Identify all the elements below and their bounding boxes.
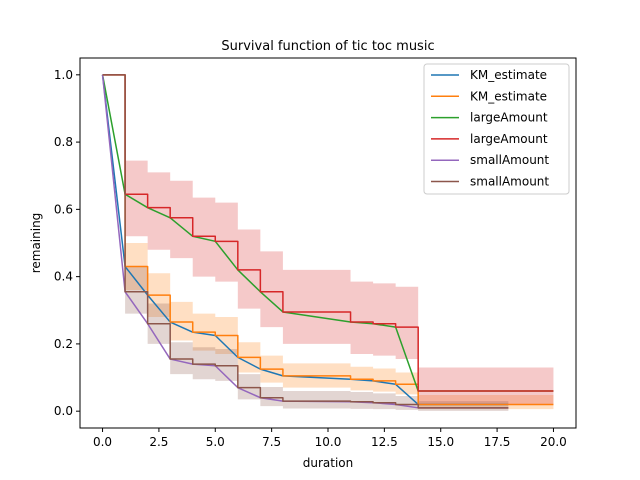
x-axis-ticks: 0.0 2.5 5.0 7.5 10.0 12.5 15.0 17.5 20.0 [93,428,567,449]
series-line-2 [101,74,554,392]
legend-label-1: KM_estimate [470,89,547,103]
y-tick-label: 0.6 [54,202,73,216]
x-tick-label: 5.0 [206,435,225,449]
legend-label-0: KM_estimate [470,68,547,82]
legend: KM_estimate KM_estimate largeAmount largeAm… [423,63,570,195]
x-tick-label: 15.0 [427,435,454,449]
y-tick-label: 1.0 [54,68,73,82]
x-tick-label: 0.0 [93,435,112,449]
y-tick-label: 0.8 [54,135,73,149]
legend-label-2: largeAmount [470,111,548,125]
x-tick-label: 20.0 [540,435,567,449]
legend-label-5: smallAmount [470,175,549,189]
confidence-bands [102,74,554,411]
legend-label-4: smallAmount [470,153,549,167]
x-tick-label: 12.5 [371,435,398,449]
x-tick-label: 17.5 [484,435,511,449]
x-axis-label: duration [303,456,354,470]
y-tick-label: 0.2 [54,337,73,351]
y-tick-label: 0.0 [54,404,73,418]
chart-title: Survival function of tic toc music [221,39,434,54]
series-line-0 [101,74,509,406]
series-line-5 [102,74,509,409]
confidence-band-1 [102,74,554,410]
x-tick-label: 7.5 [262,435,281,449]
confidence-band-3 [102,74,554,405]
legend-label-3: largeAmount [470,132,548,146]
y-axis-ticks: 0.0 0.2 0.4 0.6 0.8 1.0 [54,68,80,418]
legend-box [423,63,570,195]
y-axis-label: remaining [29,213,43,274]
x-tick-label: 10.0 [315,435,342,449]
x-tick-label: 2.5 [149,435,168,449]
series-line-3 [102,74,554,392]
y-tick-label: 0.4 [54,270,73,284]
series-lines [101,74,554,409]
series-line-1 [102,74,554,406]
series-line-4 [101,74,509,409]
